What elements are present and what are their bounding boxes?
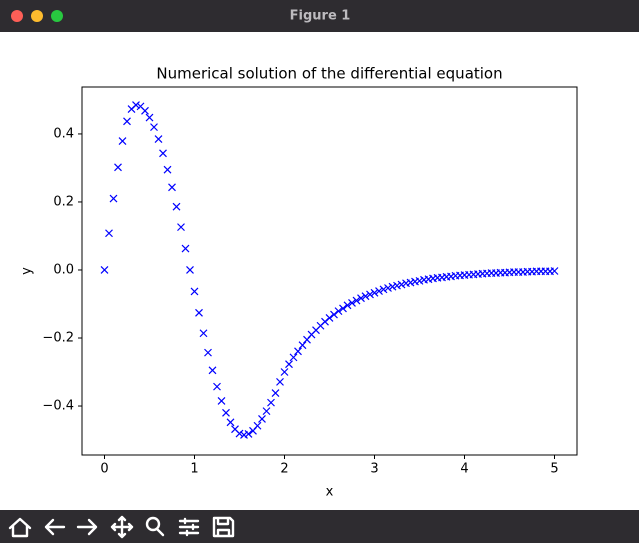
close-button[interactable] <box>11 10 23 22</box>
marker <box>222 408 230 417</box>
marker <box>244 429 253 438</box>
marker <box>226 418 235 427</box>
marker <box>348 299 356 307</box>
y-tick-label: −0.2 <box>42 331 74 346</box>
marker <box>352 296 361 305</box>
axes-frame <box>81 86 578 456</box>
marker <box>118 137 127 146</box>
marker <box>258 415 266 423</box>
y-tick-label: 0.0 <box>53 262 74 277</box>
x-tick-label: 4 <box>460 462 468 477</box>
marker <box>208 366 217 375</box>
marker <box>154 135 163 143</box>
marker <box>109 194 118 203</box>
marker <box>330 310 338 319</box>
toolbar <box>0 510 639 543</box>
configure-button[interactable] <box>178 517 200 537</box>
marker <box>384 284 392 292</box>
marker <box>253 421 262 430</box>
marker <box>370 288 379 297</box>
marker <box>145 113 154 122</box>
forward-button[interactable] <box>76 518 98 536</box>
y-tick-label: 0.4 <box>53 126 74 141</box>
home-button[interactable] <box>8 517 32 538</box>
marker <box>393 281 401 290</box>
marker <box>294 347 302 356</box>
marker <box>213 382 221 391</box>
marker <box>190 287 199 296</box>
marker <box>217 396 226 405</box>
marker <box>204 348 212 357</box>
x-tick-label: 1 <box>190 462 198 477</box>
marker <box>100 266 109 274</box>
marker <box>141 106 149 115</box>
marker <box>199 329 208 338</box>
save-button[interactable] <box>212 516 235 538</box>
back-button[interactable] <box>44 518 66 536</box>
marker <box>415 276 424 285</box>
x-tick-label: 3 <box>370 462 378 477</box>
marker <box>298 341 307 350</box>
marker <box>379 285 388 294</box>
marker <box>280 368 289 376</box>
marker <box>123 117 131 126</box>
marker <box>267 398 275 407</box>
marker <box>163 165 172 174</box>
marker <box>343 301 352 310</box>
zoom-rect-button[interactable] <box>145 516 165 537</box>
pan-button[interactable] <box>110 515 134 539</box>
marker <box>168 183 176 192</box>
x-tick-label: 0 <box>100 462 108 477</box>
y-tick-label: 0.2 <box>53 194 74 209</box>
marker <box>150 123 158 132</box>
marker <box>339 304 347 313</box>
marker <box>235 429 244 438</box>
marker <box>325 314 334 322</box>
title-bar <box>0 0 639 32</box>
x-tick-label: 2 <box>280 462 288 477</box>
minimize-button[interactable] <box>31 10 43 22</box>
marker <box>361 292 370 301</box>
marker <box>262 407 271 416</box>
marker <box>114 163 122 172</box>
chart-title: Numerical solution of the differential e… <box>156 65 502 83</box>
marker <box>397 280 406 289</box>
marker <box>289 353 298 362</box>
marker <box>186 266 194 274</box>
marker <box>271 389 280 398</box>
marker <box>366 290 374 299</box>
marker <box>406 278 415 287</box>
marker <box>550 267 559 275</box>
x-axis-label: x <box>326 485 334 500</box>
marker <box>172 202 181 211</box>
marker <box>357 294 365 303</box>
marker <box>159 149 167 158</box>
marker <box>177 223 185 232</box>
marker <box>132 101 140 109</box>
marker <box>240 431 248 439</box>
marker <box>105 229 113 238</box>
x-tick-label: 5 <box>550 462 558 477</box>
marker <box>388 282 397 291</box>
marker <box>375 287 383 295</box>
marker <box>181 244 190 253</box>
marker <box>276 377 284 386</box>
marker <box>285 360 293 369</box>
window-title: Figure 1 <box>290 9 351 24</box>
marker <box>195 308 203 317</box>
marker <box>334 307 343 316</box>
zoom-button[interactable] <box>51 10 63 22</box>
axes: Numerical solution of the differential e… <box>20 65 578 500</box>
y-axis-label: y <box>20 267 35 275</box>
y-tick-label: −0.4 <box>42 399 74 414</box>
